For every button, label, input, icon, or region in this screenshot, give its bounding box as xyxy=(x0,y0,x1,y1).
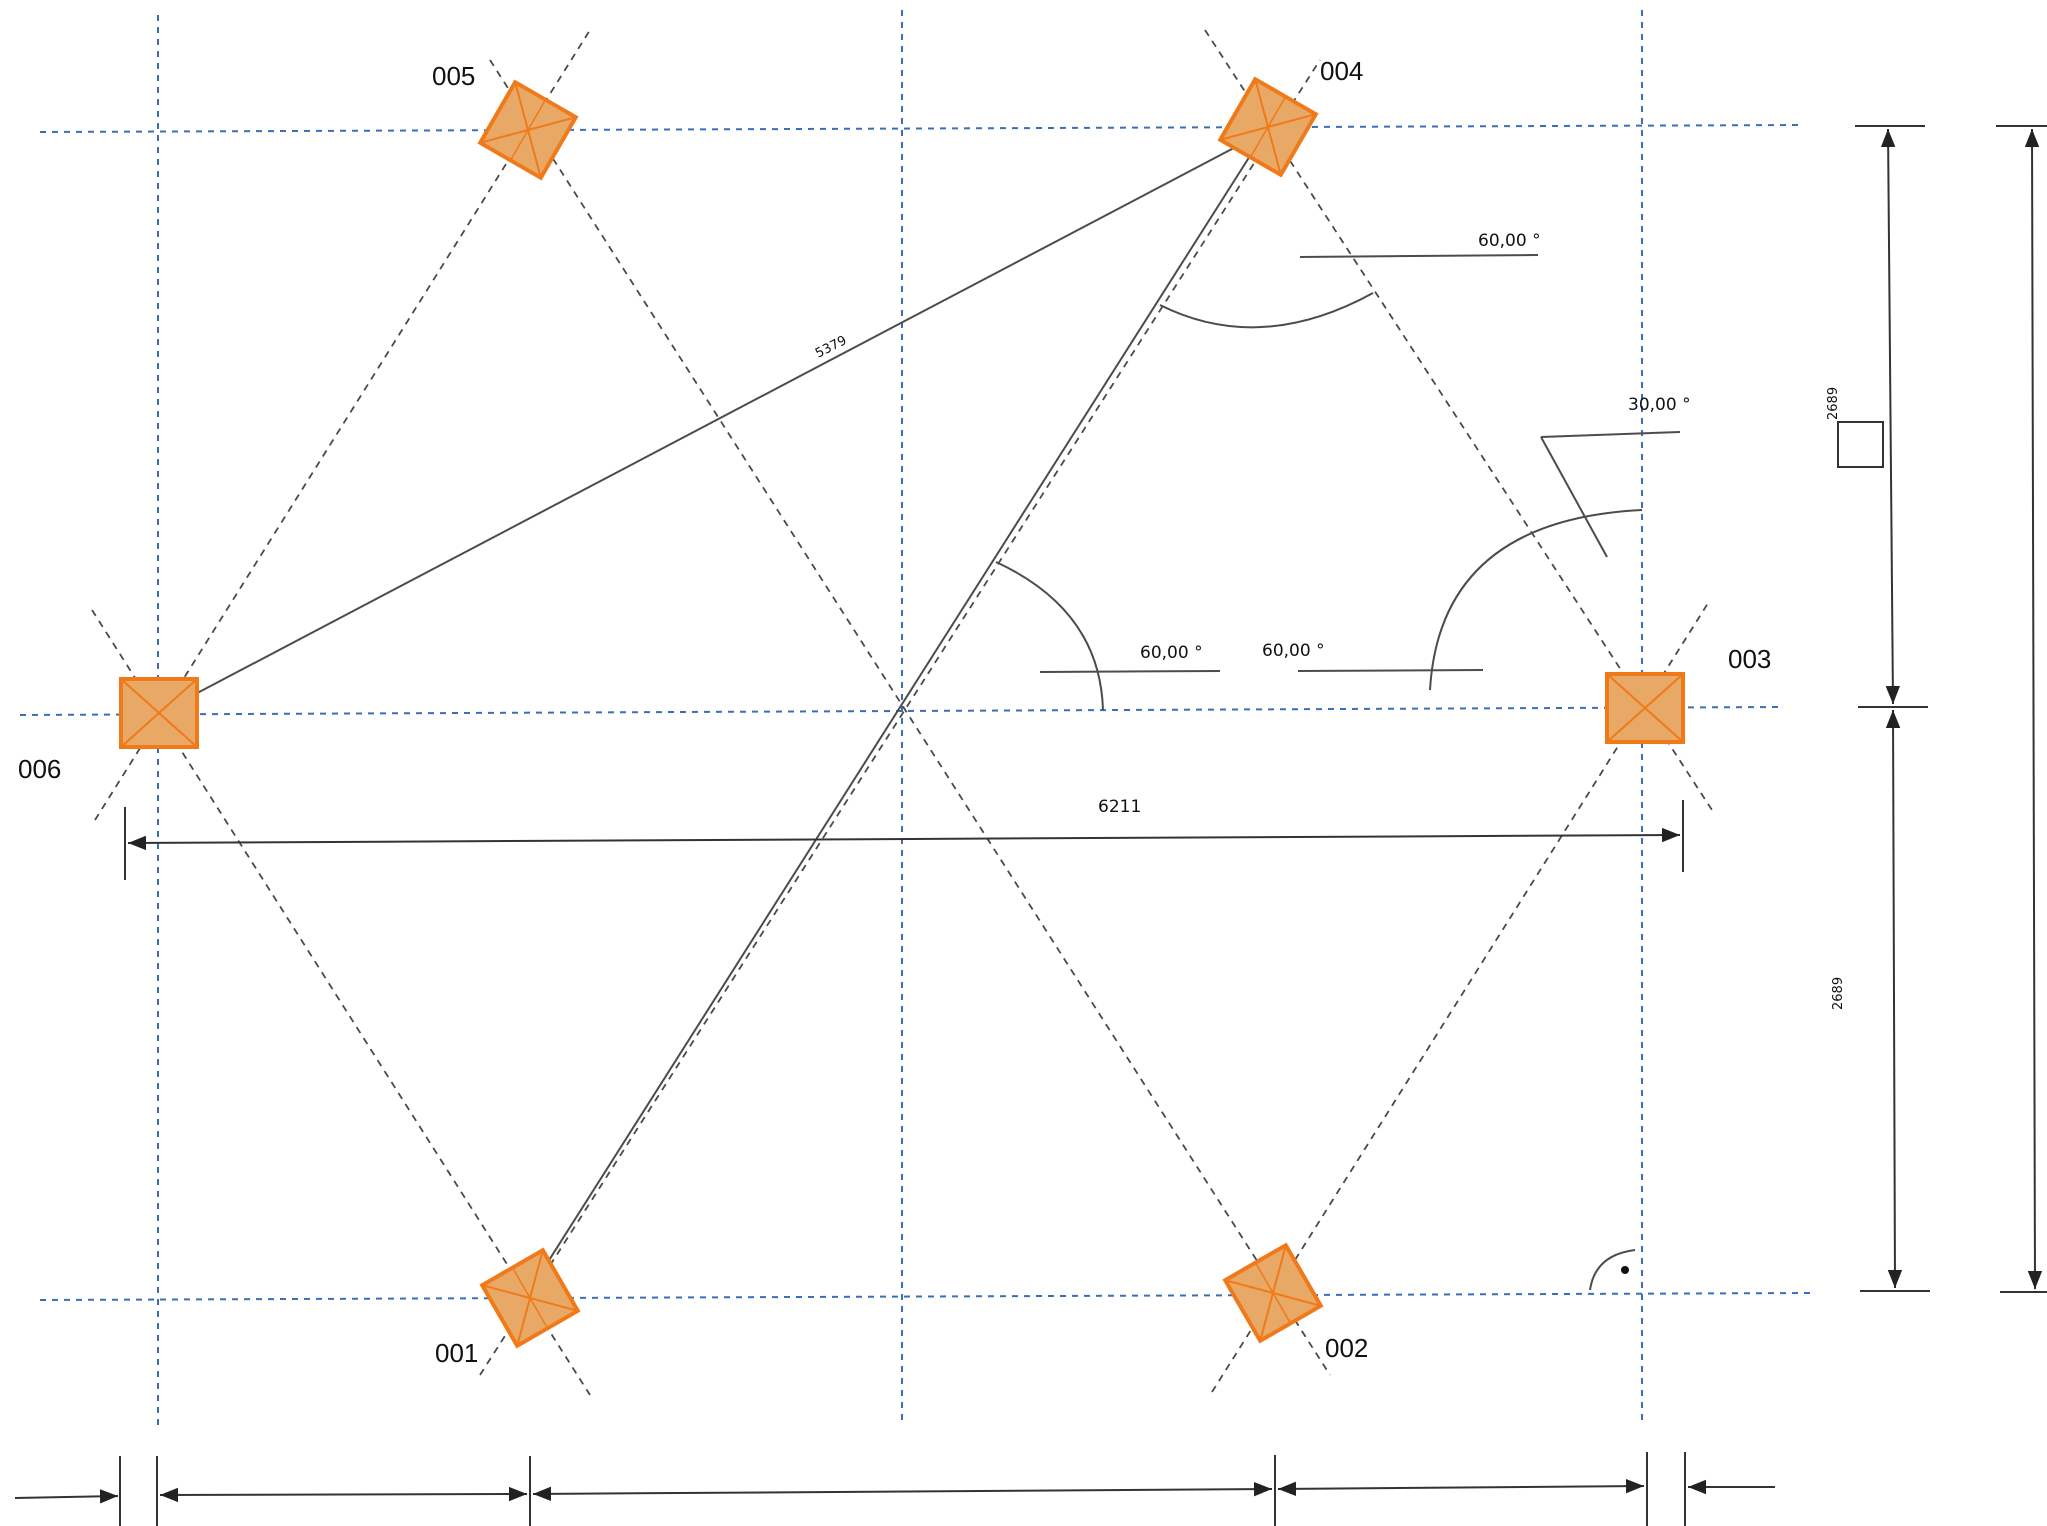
dimension-vertical xyxy=(1837,125,2047,1293)
angle-label-top-right: 60,00 ° xyxy=(1478,231,1541,251)
diagonal-construction-lines xyxy=(91,29,1713,1396)
node-label-004: 004 xyxy=(1320,56,1363,86)
node-002[interactable] xyxy=(1222,1242,1324,1344)
dimension-vertical-upper-label: 2689 xyxy=(1826,387,1841,420)
node-label-003: 003 xyxy=(1728,644,1771,674)
node-label-005: 005 xyxy=(432,61,475,91)
dimension-vertical-lower-label: 2689 xyxy=(1831,977,1846,1010)
node-006[interactable] xyxy=(119,677,199,749)
horizontal-grid-lines xyxy=(19,124,1811,1301)
node-001[interactable] xyxy=(479,1247,581,1349)
dimension-diagonal-label: 5379 xyxy=(813,333,849,361)
node-004[interactable] xyxy=(1217,76,1319,178)
node-005[interactable] xyxy=(477,79,579,181)
node-label-002: 002 xyxy=(1325,1333,1368,1363)
angle-label-center-left: 60,00 ° xyxy=(1140,643,1203,663)
node-label-001: 001 xyxy=(435,1338,478,1368)
angle-markers xyxy=(995,254,1681,1291)
dimension-bottom-chain xyxy=(14,1452,1775,1526)
dimension-horizontal xyxy=(124,800,1684,880)
angle-label-center-right: 60,00 ° xyxy=(1262,641,1325,661)
node-003[interactable] xyxy=(1605,672,1685,744)
angle-label-right-upper: 30,00 ° xyxy=(1628,395,1691,415)
node-label-006: 006 xyxy=(18,754,61,784)
dimension-horizontal-label: 6211 xyxy=(1098,797,1141,817)
